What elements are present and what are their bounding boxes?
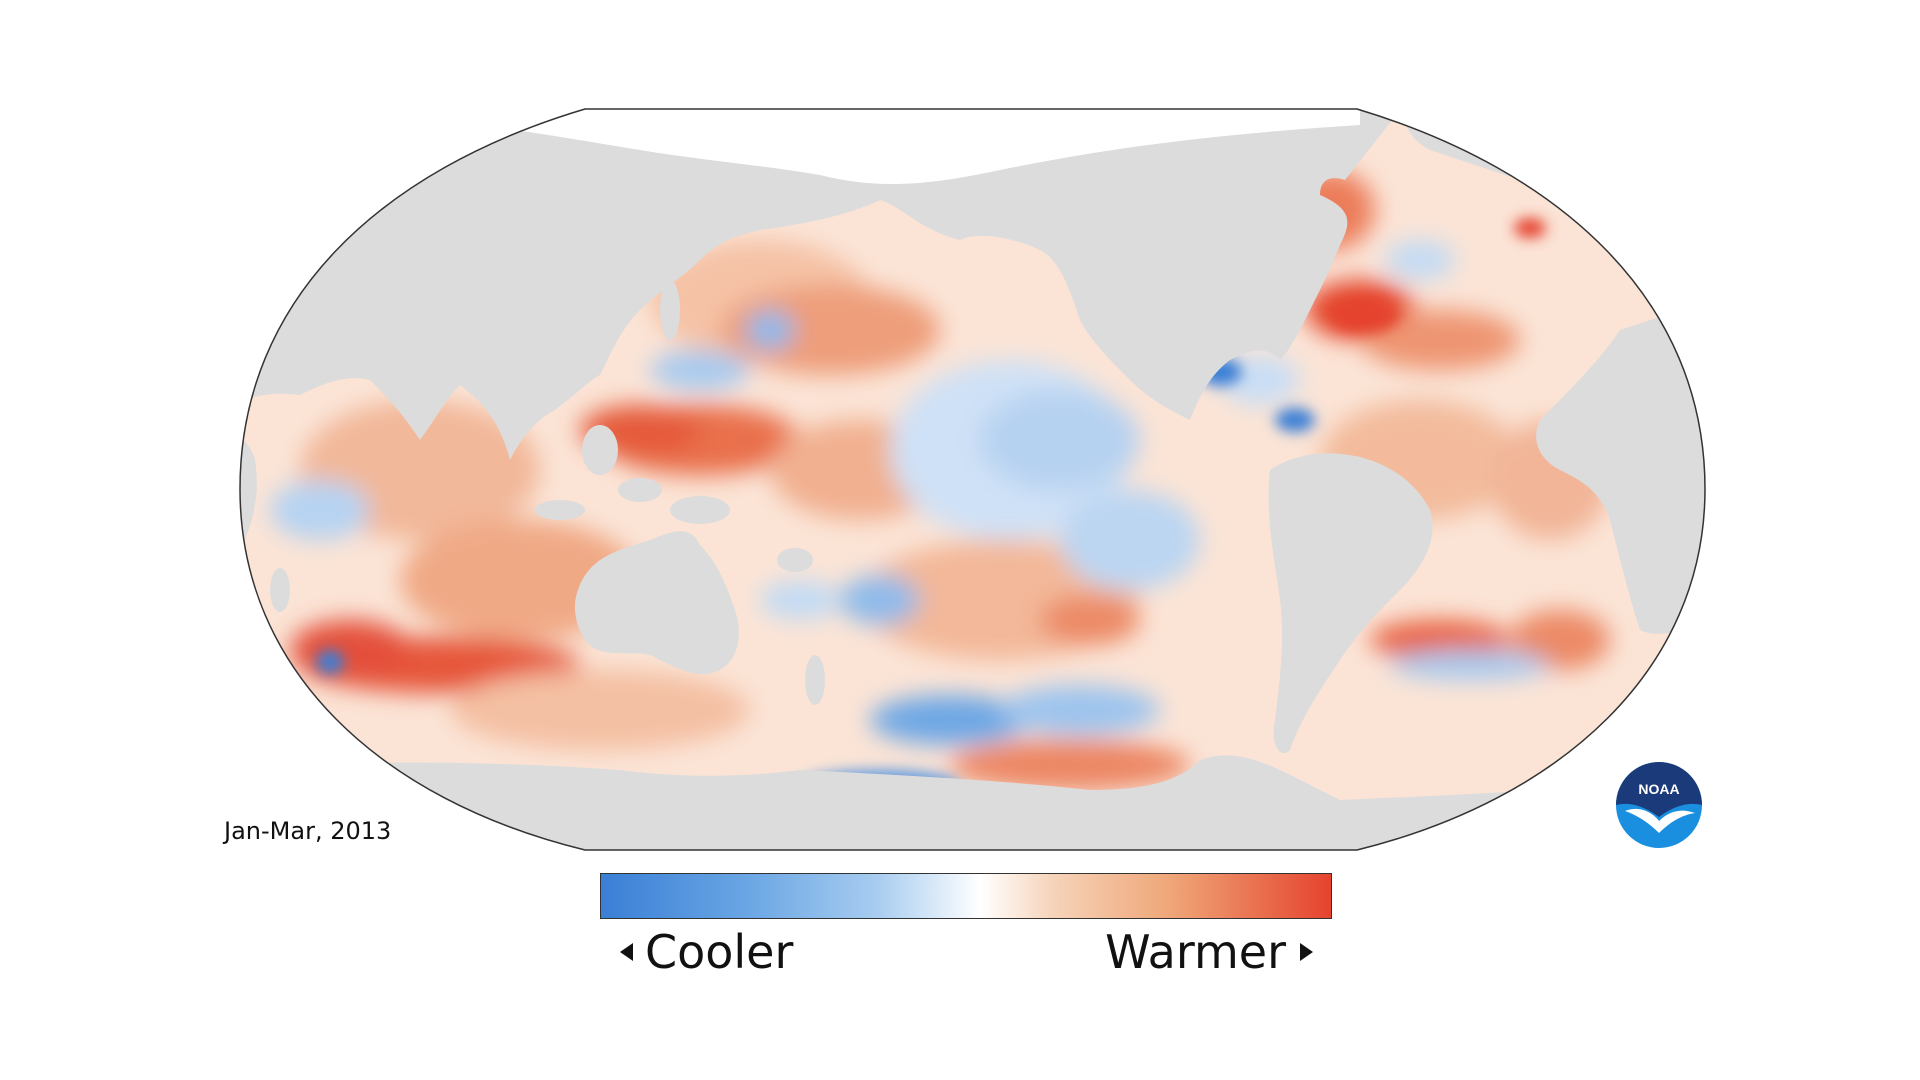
right-arrow-icon	[1300, 943, 1313, 961]
island	[535, 500, 585, 520]
map-border	[239, 108, 1706, 851]
madagascar	[270, 568, 290, 612]
left-arrow-icon	[620, 943, 633, 961]
australia	[574, 531, 739, 675]
antarctica	[240, 755, 1705, 850]
legend-high: Warmer	[1105, 925, 1313, 979]
map-content	[240, 109, 1705, 850]
noaa-logo-text: NOAA	[1638, 781, 1679, 797]
island	[618, 478, 662, 502]
new-zealand	[805, 655, 825, 705]
africa-west-edge	[240, 420, 257, 620]
south-america	[1268, 453, 1433, 754]
africa	[1536, 300, 1705, 634]
noaa-logo: NOAA	[1616, 762, 1702, 848]
island	[777, 548, 813, 572]
legend-color-bar	[600, 873, 1332, 919]
legend-high-label: Warmer	[1105, 925, 1286, 979]
island	[582, 425, 618, 475]
north-america	[960, 109, 1400, 420]
japan	[660, 280, 680, 340]
period-label: Jan-Mar, 2013	[224, 817, 392, 845]
sea-ice	[480, 109, 1360, 185]
legend-low: Cooler	[620, 925, 793, 979]
legend-low-label: Cooler	[645, 925, 794, 979]
island	[670, 496, 730, 524]
